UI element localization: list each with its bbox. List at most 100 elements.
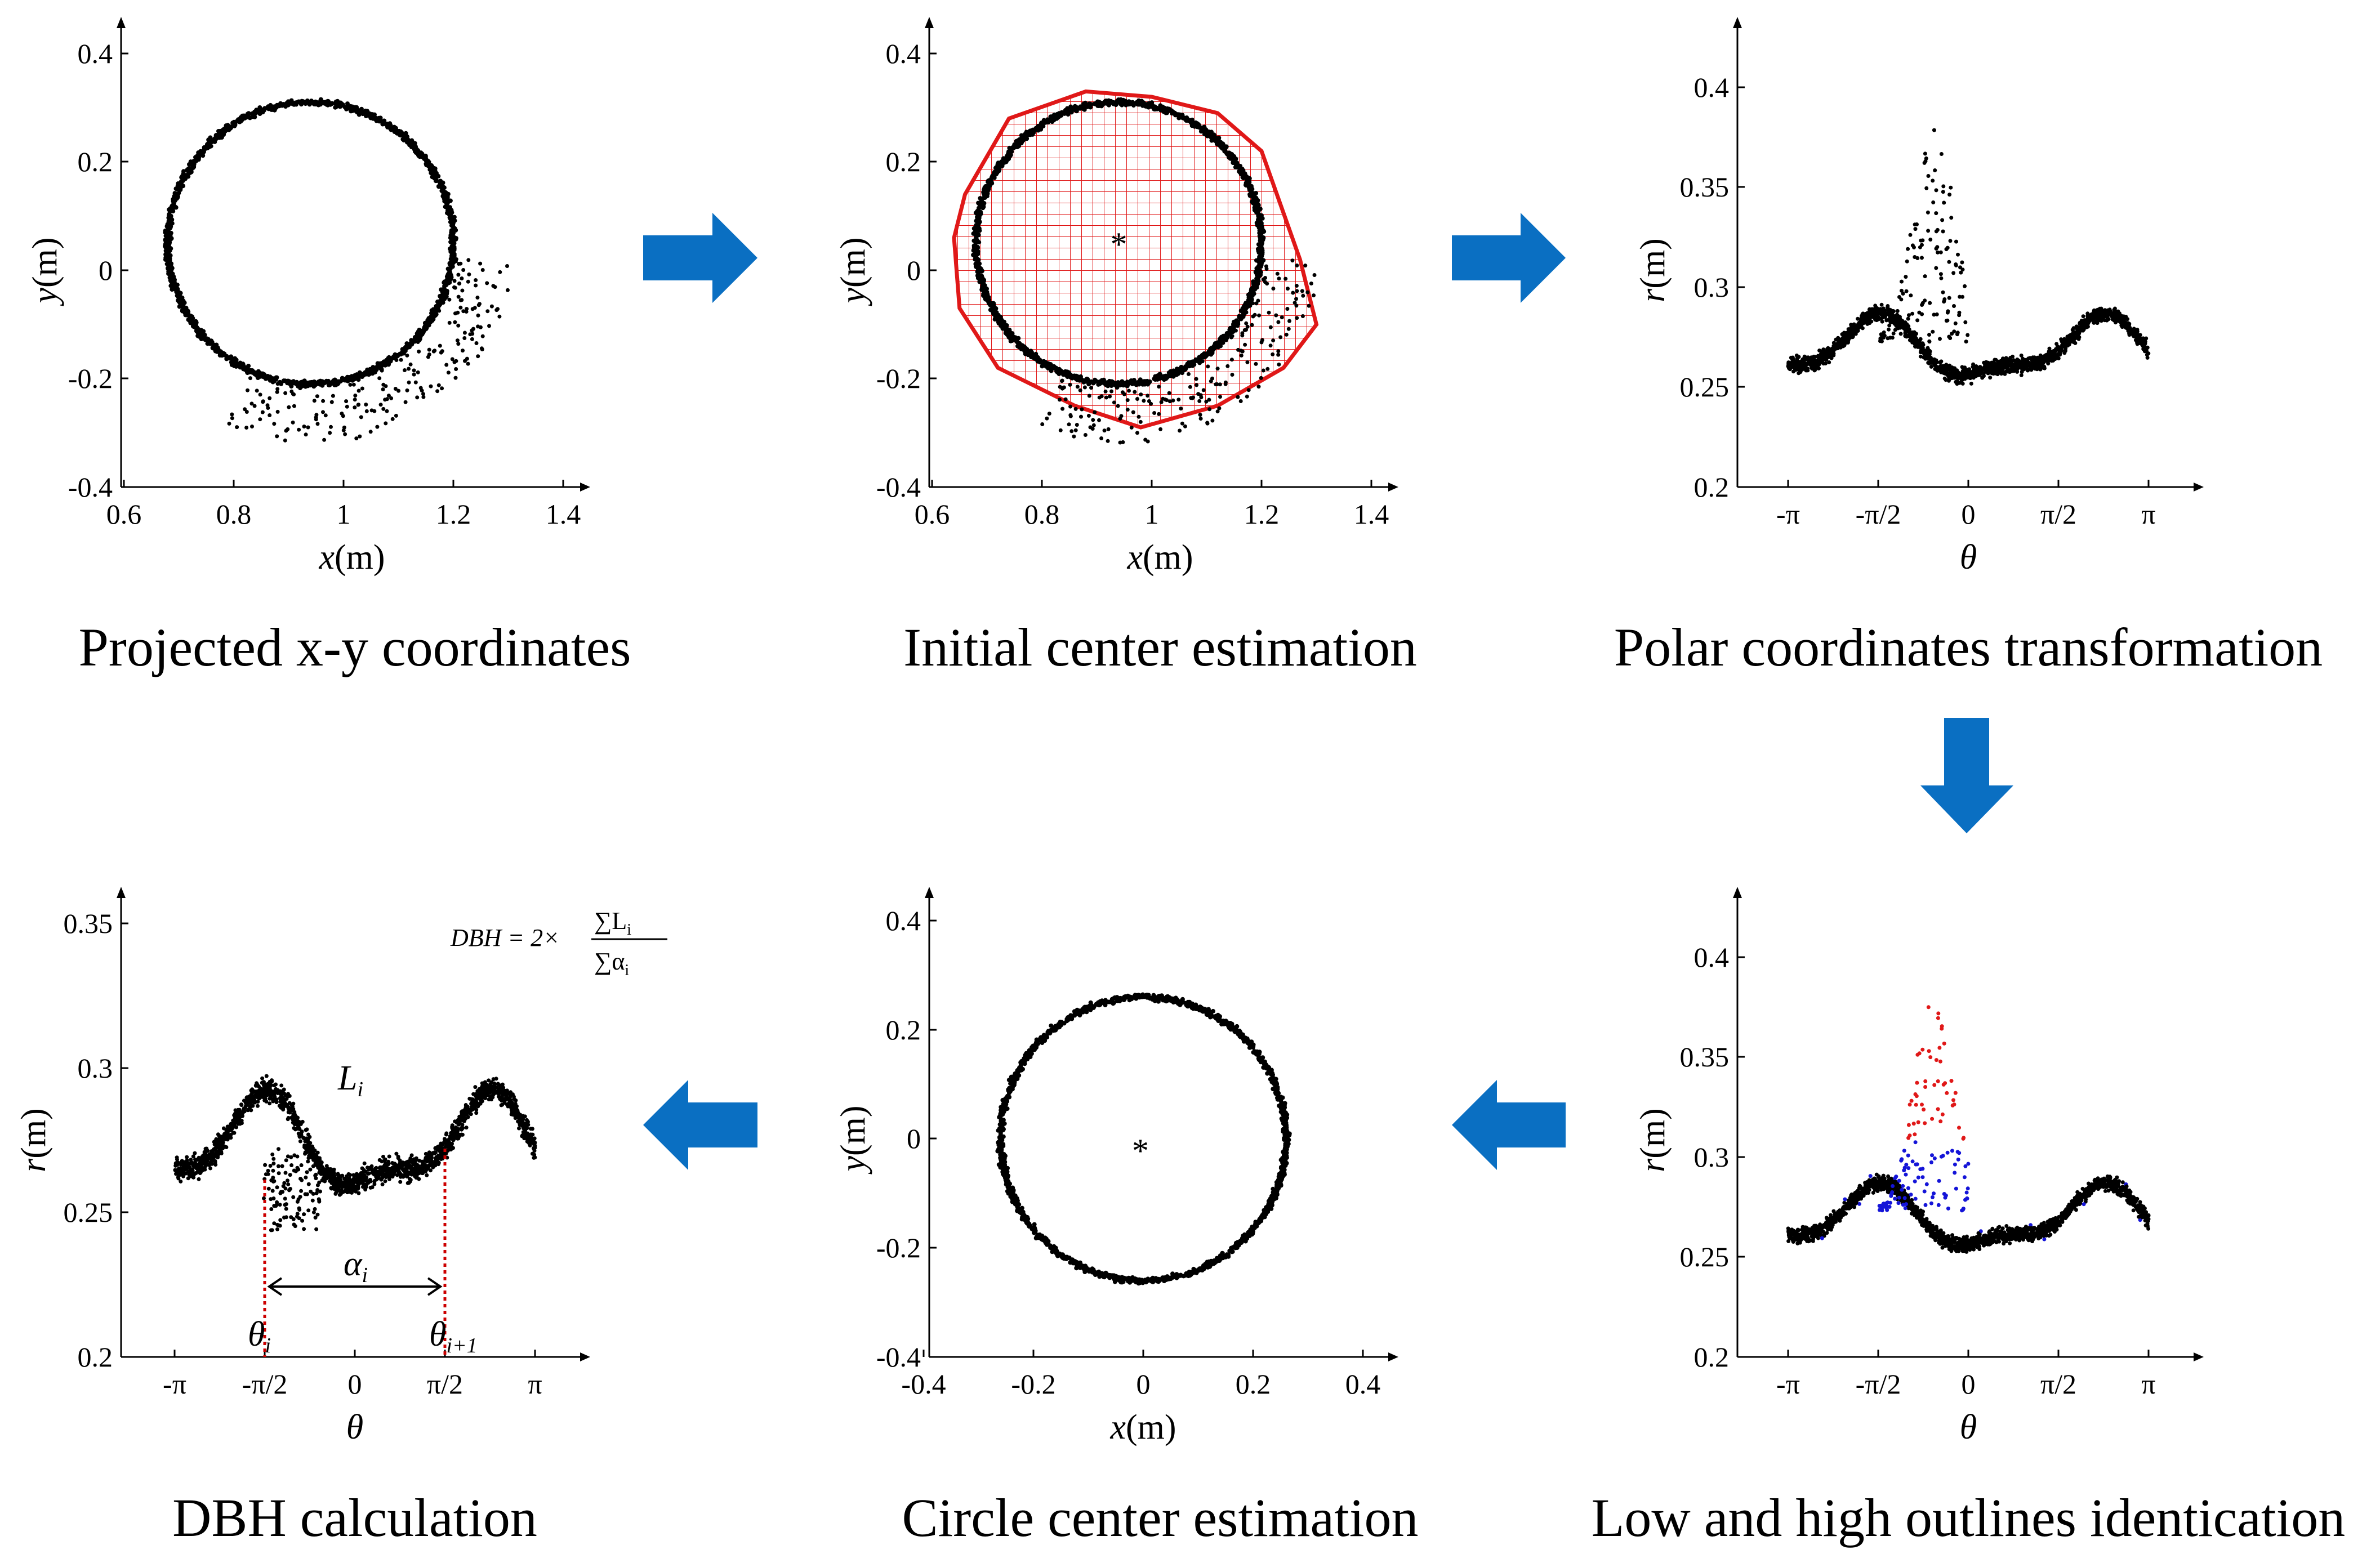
x-tick-label: 1.4	[546, 498, 581, 530]
arrow-down	[1920, 718, 2013, 833]
y-axis-label: r(m)	[15, 1108, 53, 1172]
scatter-points	[1786, 1005, 2151, 1254]
y-axis-label: y(m)	[834, 237, 872, 306]
y-tick-label: -0.4	[68, 471, 113, 503]
x-tick-label: -0.2	[1011, 1368, 1055, 1400]
panel-outline-identification: 0.4 0.35 0.3 0.25 0.2 -π -π/2 0 π/2 π θ …	[1634, 887, 2204, 1446]
y-tick-label: 0.3	[78, 1052, 113, 1084]
scatter-points	[163, 97, 510, 443]
y-axis-label: y(m)	[834, 1105, 872, 1175]
y-tick-label: 0.4	[78, 38, 113, 69]
alpha-label: αi	[344, 1245, 368, 1287]
y-tick-label: 0.4	[886, 905, 921, 936]
panel-dbh-calculation: 0.35 0.3 0.25 0.2 -π -π/2 0 π/2 π θ r(m)…	[15, 887, 667, 1446]
y-axis-arrowhead	[1733, 887, 1742, 898]
x-tick-label: π/2	[2040, 498, 2076, 530]
y-axis-arrowhead	[117, 17, 126, 28]
x-axis-arrowhead	[580, 1352, 590, 1361]
y-tick-label: 0.2	[1694, 471, 1730, 503]
flow-arrows	[643, 213, 2013, 1170]
y-tick-label: -0.4	[876, 471, 921, 503]
x-tick-label: 1	[1145, 498, 1159, 530]
x-tick-label: -π/2	[1856, 498, 1901, 530]
y-tick-label: 0.25	[1680, 1241, 1730, 1272]
x-tick-label: 1.2	[436, 498, 471, 530]
x-tick-label: 0	[348, 1368, 362, 1400]
x-tick-label: 0.6	[915, 498, 950, 530]
y-tick-label: 0.2	[1694, 1341, 1730, 1373]
formula-numerator: ∑Li	[594, 907, 631, 939]
center-marker: *	[1111, 226, 1127, 263]
scatter-points	[173, 1074, 537, 1233]
x-tick-label: 0.2	[1236, 1368, 1271, 1400]
y-axis-arrowhead	[925, 887, 934, 898]
panel-circle-center: 0.4 0.2 0 -0.2 -0.4 -0.4 -0.2 0 0.2 0.4 …	[834, 887, 1398, 1446]
y-tick-label: 0.2	[886, 1014, 921, 1046]
center-marker: *	[1132, 1132, 1149, 1169]
x-tick-label: 1.2	[1244, 498, 1280, 530]
panel-polar-transform: 0.4 0.35 0.3 0.25 0.2 -π -π/2 0 π/2 π θ …	[1634, 17, 2204, 577]
x-tick-label: π/2	[427, 1368, 463, 1400]
x-tick-label: 0.8	[1024, 498, 1060, 530]
y-tick-label: 0	[99, 254, 113, 286]
y-axis-label: y(m)	[26, 237, 64, 306]
x-axis-arrowhead	[2194, 483, 2204, 492]
arrow-right-1	[643, 213, 757, 303]
y-axis-arrowhead	[117, 887, 126, 898]
scatter-points	[971, 97, 1317, 445]
x-tick-label: π	[2141, 498, 2155, 530]
x-axis-label: θ	[346, 1408, 363, 1446]
arrow-right-2	[1452, 213, 1566, 303]
y-tick-label: 0.4	[886, 38, 921, 69]
x-tick-label: 0	[1962, 498, 1976, 530]
x-axis-label: θ	[1960, 1408, 1977, 1446]
theta-i-label: θi	[248, 1315, 271, 1357]
x-tick-label: -π	[1776, 1368, 1800, 1400]
y-tick-label: 0.4	[1694, 941, 1730, 973]
caption-circle-center: Circle center estimation	[902, 1488, 1419, 1548]
y-tick-label: 0.35	[1680, 1041, 1730, 1073]
x-axis-label: x(m)	[1126, 538, 1193, 577]
x-tick-label: -π/2	[1856, 1368, 1901, 1400]
scatter-points	[995, 992, 1292, 1286]
arc-length-label: Li	[337, 1059, 363, 1101]
caption-projected-xy: Projected x-y coordinates	[79, 617, 631, 677]
formula-denominator: ∑αi	[594, 948, 629, 979]
x-tick-label: -π/2	[242, 1368, 288, 1400]
y-axis-label: r(m)	[1634, 1108, 1672, 1172]
panel-initial-center: 0.4 0.2 0 -0.2 -0.4 0.6 0.8 1 1.2 1.4 x(…	[834, 17, 1398, 577]
scatter-points	[1786, 128, 2151, 386]
y-tick-label: -0.2	[876, 363, 921, 394]
x-axis-label: θ	[1960, 538, 1977, 577]
y-tick-label: 0.35	[64, 908, 113, 939]
y-tick-label: 0.2	[886, 146, 921, 177]
y-tick-label: 0.3	[1694, 1141, 1730, 1173]
x-axis-arrowhead	[1388, 1352, 1398, 1361]
x-tick-label: 1.4	[1354, 498, 1389, 530]
x-tick-label: -0.4	[901, 1368, 946, 1400]
convex-hull-grid	[952, 89, 1319, 430]
y-tick-label: -0.2	[876, 1232, 921, 1263]
caption-polar-transform: Polar coordinates transformation	[1614, 617, 2323, 677]
y-axis-arrowhead	[1733, 17, 1742, 28]
x-tick-label: -π	[1776, 498, 1800, 530]
x-axis-arrowhead	[2194, 1352, 2204, 1361]
x-axis-label: x(m)	[1109, 1408, 1176, 1446]
arrow-left-2	[643, 1080, 757, 1170]
y-tick-label: 0.2	[78, 146, 113, 177]
y-tick-label: -0.2	[68, 363, 113, 394]
x-tick-label: 0	[1962, 1368, 1976, 1400]
x-tick-label: π/2	[2040, 1368, 2076, 1400]
x-axis-label: x(m)	[318, 538, 385, 577]
x-tick-label: 0.8	[216, 498, 252, 530]
x-tick-label: 0.6	[106, 498, 142, 530]
y-tick-label: -0.4	[876, 1341, 921, 1373]
arrow-left-1	[1452, 1080, 1566, 1170]
x-tick-label: 0.4	[1345, 1368, 1381, 1400]
x-axis-arrowhead	[1388, 483, 1398, 492]
y-axis-arrowhead	[925, 17, 934, 28]
caption-outline-identification: Low and high outlines identication	[1592, 1488, 2345, 1548]
x-axis-arrowhead	[580, 483, 590, 492]
y-tick-label: 0.35	[1680, 171, 1730, 203]
